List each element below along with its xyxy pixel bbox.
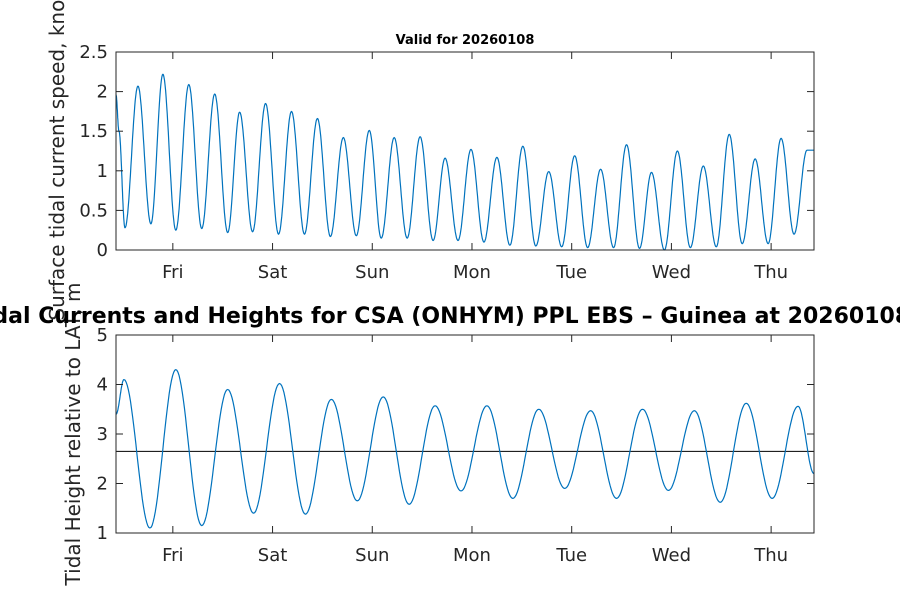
tidal-height-y-ticks: 1 2 3 4 5 (97, 325, 814, 544)
tidal-height-y-tick-label: 2 (97, 474, 108, 495)
tidal-height-y-tick-label: 5 (97, 325, 108, 346)
tidal-height-x-tick-label: Mon (453, 545, 491, 566)
current-speed-line (115, 73, 815, 251)
current-speed-y-tick-label: 2.5 (79, 42, 108, 63)
current-speed-y-tick-label: 1 (97, 161, 108, 182)
tidal-height-x-tick-label: Wed (652, 545, 691, 566)
figure-title: Tidal Currents and Heights for CSA (ONHY… (0, 304, 900, 329)
current-speed-x-tick-label: Thu (753, 262, 788, 283)
current-speed-y-tick-label: 2 (97, 82, 108, 103)
current-speed-y-tick-label: 0.5 (79, 200, 108, 221)
tidal-height-x-tick-label: Tue (555, 545, 587, 566)
tidal-height-x-tick-label: Sat (258, 545, 288, 566)
current-speed-x-tick-label: Wed (652, 262, 691, 283)
current-speed-chart: Valid for 20260108 0 0.5 1 1.5 2 2.5 Fri Sat Su… (45, 0, 815, 321)
current-speed-x-tick-label: Fri (162, 262, 183, 283)
current-speed-x-tick-label: Sun (355, 262, 389, 283)
current-speed-x-tick-label: Sat (258, 262, 288, 283)
tidal-height-x-ticks: Fri Sat Sun Mon Tue Wed Thu (162, 335, 788, 566)
tidal-height-y-tick-label: 1 (97, 523, 108, 544)
tidal-height-y-tick-label: 4 (97, 375, 108, 396)
tidal-height-x-tick-label: Fri (162, 545, 183, 566)
current-speed-x-ticks: Fri Sat Sun Mon Tue Wed Thu (162, 52, 788, 283)
current-speed-title: Valid for 20260108 (396, 33, 535, 48)
current-speed-axes-box (115, 51, 815, 251)
tidal-height-y-axis-label: Tidal Height relative to LAT, m (61, 283, 85, 587)
current-speed-x-tick-label: Mon (453, 262, 491, 283)
tidal-height-y-tick-label: 3 (97, 424, 108, 445)
current-speed-x-tick-label: Tue (555, 262, 587, 283)
tidal-height-chart: 1 2 3 4 5 Fri Sat Sun Mon Tue Wed Thu Tidal Height… (61, 283, 815, 587)
tidal-height-line (115, 369, 815, 529)
current-speed-y-ticks: 0 0.5 1 1.5 2 2.5 (79, 42, 814, 261)
current-speed-y-axis-label: Surface tidal current speed, knots (45, 0, 69, 321)
current-speed-y-tick-label: 0 (97, 240, 108, 261)
tidal-height-x-tick-label: Thu (753, 545, 788, 566)
tidal-height-axes-box (115, 334, 815, 534)
tidal-height-x-tick-label: Sun (355, 545, 389, 566)
current-speed-y-tick-label: 1.5 (79, 121, 108, 142)
